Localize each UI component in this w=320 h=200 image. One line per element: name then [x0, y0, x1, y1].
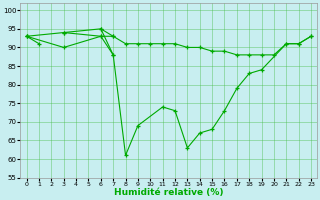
X-axis label: Humidité relative (%): Humidité relative (%) [114, 188, 224, 197]
